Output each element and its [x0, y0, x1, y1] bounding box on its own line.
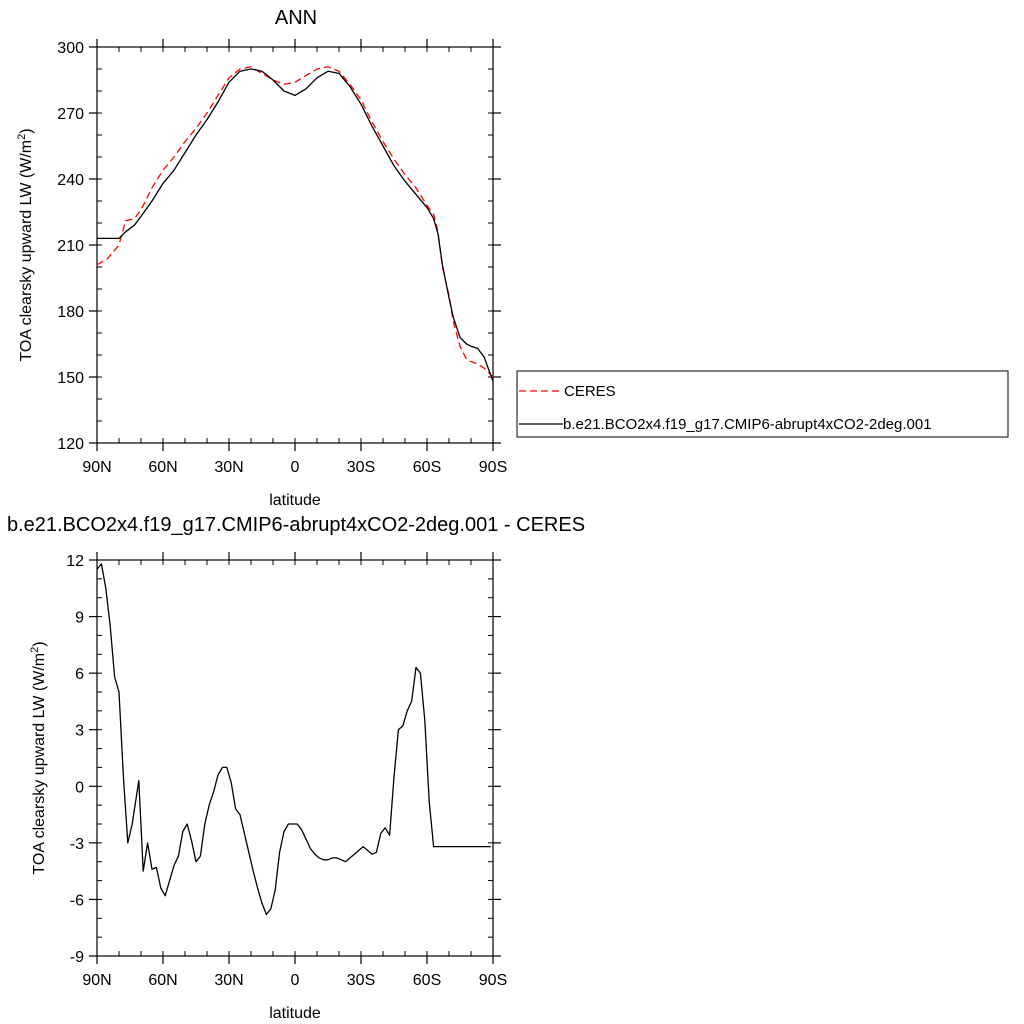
legend-label-model: b.e21.BCO2x4.f19_g17.CMIP6-abrupt4xCO2-2…	[563, 416, 932, 433]
y-tick-label: 12	[66, 553, 84, 570]
y-tick-label: 240	[57, 172, 84, 189]
x-tick-label: 90S	[479, 459, 507, 476]
x-tick-label: 0	[291, 972, 300, 989]
y-tick-label: 6	[75, 666, 84, 683]
x-tick-label: 0	[291, 459, 300, 476]
panel-difference: b.e21.BCO2x4.f19_g17.CMIP6-abrupt4xCO2-2…	[7, 514, 585, 1022]
y-tick-label: 120	[57, 436, 84, 453]
chart-title: b.e21.BCO2x4.f19_g17.CMIP6-abrupt4xCO2-2…	[7, 514, 585, 536]
x-tick-label: 60S	[413, 972, 441, 989]
x-tick-label: 30S	[347, 972, 375, 989]
y-tick-label: -6	[70, 892, 84, 909]
y-tick-label: -3	[70, 836, 84, 853]
series-lines	[96, 66, 494, 382]
x-axis-label: latitude	[269, 1005, 321, 1022]
y-axis-label: TOA clearsky upward LW (W/m2)	[16, 128, 35, 361]
x-tick-label: 90S	[479, 972, 507, 989]
plot-frame	[96, 559, 494, 957]
x-axis-label: latitude	[269, 492, 321, 509]
legend-box	[516, 370, 1009, 438]
y-tick-label: 210	[57, 238, 84, 255]
x-tick-label: 90N	[82, 459, 111, 476]
y-tick-label: 180	[57, 304, 84, 321]
axis-ticks: 90N 60N 30N 0 30S 60S 90S -9 -6 -3 0 3 6 9 12	[66, 552, 507, 989]
y-tick-label: 0	[75, 779, 84, 796]
plot-frame	[96, 46, 494, 444]
y-tick-label: 3	[75, 723, 84, 740]
series-line-0	[96, 563, 491, 916]
y-tick-label: 150	[57, 370, 84, 387]
chart-title: ANN	[275, 7, 317, 29]
series-line-1	[97, 68, 494, 382]
x-tick-label: 30N	[214, 972, 243, 989]
legend-label-ceres: CERES	[564, 383, 616, 400]
x-tick-label: 30N	[214, 459, 243, 476]
series-lines	[96, 563, 491, 916]
x-tick-label: 60S	[413, 459, 441, 476]
series-line-0	[96, 66, 494, 378]
panel-annual-mean: ANN 90N 60N 30N 0 30S 60S 90S 120 150 180 210 240 27…	[16, 7, 1009, 509]
y-axis-label: TOA clearsky upward LW (W/m2)	[29, 641, 48, 874]
x-tick-label: 90N	[82, 972, 111, 989]
y-tick-label: 300	[57, 40, 84, 57]
x-tick-label: 60N	[148, 972, 177, 989]
axis-ticks: 90N 60N 30N 0 30S 60S 90S 120 150 180 210 240 270 300	[57, 39, 507, 476]
legend: CERES b.e21.BCO2x4.f19_g17.CMIP6-abrupt4…	[516, 370, 1009, 438]
y-tick-label: 270	[57, 106, 84, 123]
y-tick-label: 9	[75, 610, 84, 627]
x-tick-label: 60N	[148, 459, 177, 476]
y-tick-label: -9	[70, 949, 84, 966]
x-tick-label: 30S	[347, 459, 375, 476]
